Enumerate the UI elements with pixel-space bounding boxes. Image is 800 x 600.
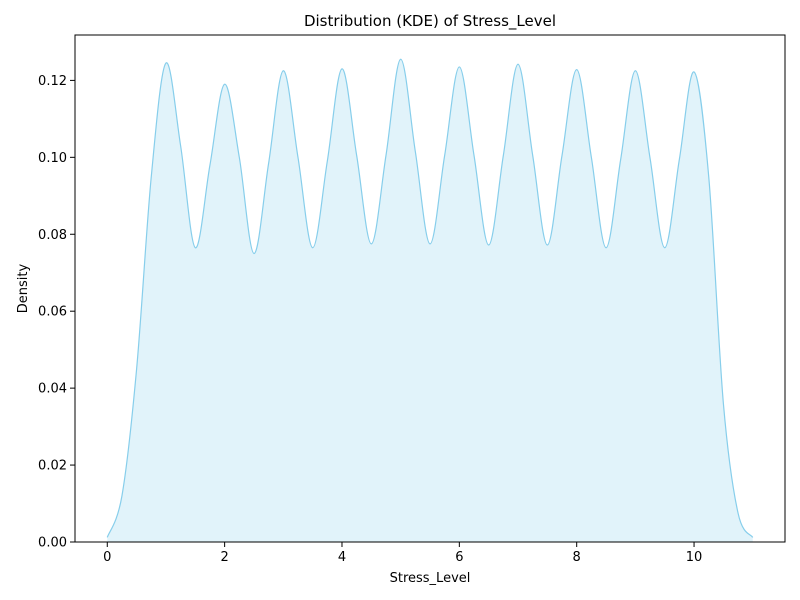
y-tick-label: 0.00 (38, 536, 67, 551)
y-tick-label: 0.10 (38, 151, 67, 166)
y-axis: 0.00 0.02 0.04 0.06 0.08 0.10 0.12 (38, 74, 75, 551)
x-tick-label: 10 (686, 550, 703, 565)
x-tick-label: 2 (220, 550, 228, 565)
plot-area (106, 58, 754, 542)
x-axis-label: Stress_Level (390, 571, 471, 586)
chart-title: Distribution (KDE) of Stress_Level (304, 12, 556, 31)
y-tick-label: 0.12 (38, 74, 67, 89)
y-tick-label: 0.02 (38, 459, 67, 474)
kde-line (106, 58, 754, 538)
axes-frame (74, 34, 786, 543)
y-tick-label: 0.04 (38, 382, 67, 397)
y-tick-label: 0.06 (38, 305, 67, 320)
kde-area-fill (107, 59, 753, 542)
y-axis-label: Density (16, 263, 31, 313)
x-tick-label: 8 (573, 550, 581, 565)
x-tick-label: 4 (338, 550, 346, 565)
y-tick-label: 0.08 (38, 228, 67, 243)
x-tick-label: 6 (455, 550, 463, 565)
x-tick-label: 0 (103, 550, 111, 565)
x-axis: 0 2 4 6 8 10 (103, 542, 702, 565)
